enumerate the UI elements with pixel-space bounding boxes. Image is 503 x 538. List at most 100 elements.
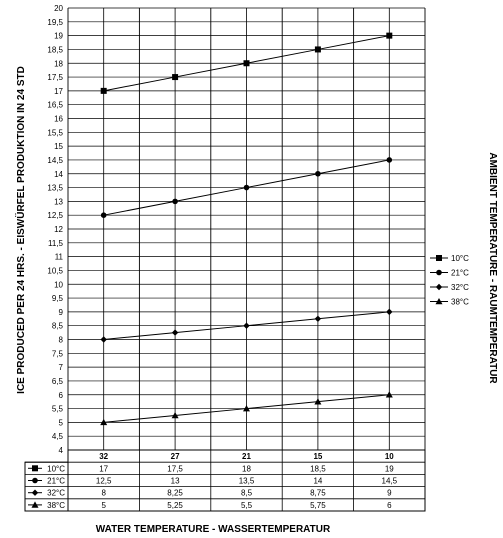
- data-point: [100, 212, 107, 218]
- data-point: [314, 398, 322, 405]
- y-tick-label: 11: [55, 253, 64, 262]
- legend-label: 32°C: [451, 283, 469, 292]
- table-series-marker: [32, 465, 38, 472]
- x-tick-label: 27: [171, 452, 180, 461]
- legend-label: 10°C: [451, 254, 469, 263]
- y-tick-label: 18,5: [47, 45, 63, 54]
- data-point: [314, 315, 322, 322]
- y-tick-label: 16,5: [47, 101, 63, 110]
- y-tick-label: 12,5: [47, 211, 63, 220]
- table-cell-value: 8,75: [310, 489, 326, 498]
- x-axis-title: WATER TEMPERATURE - WASSERTEMPERATUR: [96, 524, 331, 535]
- table-cell-value: 5,25: [167, 501, 183, 510]
- data-point: [243, 322, 250, 329]
- legend-label: 21°C: [451, 269, 469, 278]
- legend-marker: [435, 298, 443, 305]
- y-tick-label: 13: [54, 197, 63, 206]
- y-tick-label: 11,5: [48, 239, 64, 248]
- y-tick-label: 9,5: [52, 294, 64, 303]
- y-tick-label: 15: [54, 142, 63, 151]
- data-point: [100, 87, 107, 94]
- legend-marker: [436, 255, 442, 261]
- y-tick-label: 20: [54, 4, 63, 13]
- table-cell-value: 8,5: [241, 489, 253, 498]
- y-tick-label: 6: [59, 391, 64, 400]
- legend-marker: [436, 269, 442, 276]
- data-point: [172, 74, 179, 81]
- table-cell-value: 8,25: [167, 489, 183, 498]
- y-tick-label: 14,5: [47, 156, 63, 165]
- data-point: [243, 405, 250, 412]
- y-tick-label: 9: [59, 308, 64, 317]
- data-point: [100, 336, 107, 343]
- legend-label: 38°C: [451, 298, 469, 307]
- data-point: [314, 46, 321, 53]
- grid: [67, 7, 426, 451]
- table-series-marker: [32, 477, 38, 484]
- table-cell-value: 12,5: [96, 477, 112, 486]
- data-point: [385, 391, 393, 398]
- y-tick-label: 4: [59, 446, 64, 455]
- y-tick-label: 17,5: [47, 73, 63, 82]
- legend-marker: [435, 283, 443, 291]
- x-tick-label: 21: [242, 452, 251, 461]
- y-tick-label: 12: [54, 225, 63, 234]
- y-axis-title: ICE PRODUCED PER 24 HRS. - EISWÜRFEL PRO…: [14, 66, 27, 394]
- data-point: [243, 184, 250, 191]
- y-tick-labels: 4 4,5 5 5,5 6 6,5 7 7,5 8 8,5 9 9,5 10 10,5 11 11,5 12 12…: [47, 4, 63, 455]
- y-tick-label: 8: [59, 336, 64, 345]
- x-tick-label: 10: [385, 452, 394, 461]
- table-series-name: 38°C: [47, 501, 65, 510]
- y-tick-label: 10,5: [47, 266, 63, 275]
- table-cell-value: 8: [101, 489, 106, 498]
- right-axis-title: AMBIENT TEMPERATURE - RAUMTEMPERATUR: [487, 152, 498, 384]
- table-cell-value: 17,5: [167, 464, 183, 473]
- y-tick-label: 17: [54, 87, 63, 96]
- table-cell-value: 18,5: [310, 464, 326, 473]
- table-cell-value: 18: [242, 464, 251, 473]
- y-tick-label: 13,5: [47, 184, 63, 193]
- table-cell-value: 5,75: [310, 501, 326, 510]
- table-series-marker: [31, 489, 39, 496]
- table-cell-value: 14,5: [382, 477, 398, 486]
- y-tick-label: 19,5: [47, 18, 63, 27]
- y-tick-label: 5: [59, 418, 64, 427]
- series-lines: [100, 32, 393, 426]
- y-tick-label: 6,5: [52, 377, 64, 386]
- legend: 10°C 21°C 32°C 38°C: [430, 254, 469, 307]
- data-point: [386, 32, 393, 39]
- x-tick-label: 32: [99, 452, 108, 461]
- table-cell-value: 17: [99, 464, 108, 473]
- table-cell-value: 5,5: [241, 501, 253, 510]
- table-cell-value: 19: [385, 464, 394, 473]
- table-cell-value: 13,5: [239, 477, 255, 486]
- data-point: [172, 198, 178, 205]
- table-series-name: 10°C: [47, 464, 65, 473]
- table-series-name: 32°C: [47, 489, 65, 498]
- table-cell-value: 14: [313, 477, 322, 486]
- table-cell-value: 5: [101, 501, 106, 510]
- y-tick-label: 15,5: [47, 128, 63, 137]
- data-point: [386, 157, 393, 163]
- table-cell-value: 13: [171, 477, 180, 486]
- data-point: [386, 308, 393, 316]
- y-tick-label: 18: [54, 59, 63, 68]
- y-tick-label: 5,5: [52, 405, 64, 414]
- table-cell-value: 9: [387, 489, 392, 498]
- y-tick-label: 16: [54, 115, 63, 124]
- data-point: [171, 329, 179, 336]
- table-series-name: 21°C: [47, 477, 65, 486]
- x-tick-label: 15: [313, 452, 322, 461]
- data-point: [100, 418, 108, 426]
- y-tick-label: 4,5: [52, 432, 64, 441]
- y-tick-label: 10: [54, 280, 63, 289]
- data-point: [171, 411, 179, 419]
- y-tick-label: 7,5: [52, 349, 64, 358]
- data-table: 32 27 21 15 10 10°C 17 17,5 18 18,5 19 21°C 12,5 13 13…: [24, 449, 426, 512]
- y-tick-label: 19: [54, 32, 63, 41]
- y-tick-label: 14: [54, 170, 63, 179]
- table-cell-value: 6: [387, 501, 392, 510]
- table-box: [67, 449, 426, 512]
- data-point: [315, 170, 321, 177]
